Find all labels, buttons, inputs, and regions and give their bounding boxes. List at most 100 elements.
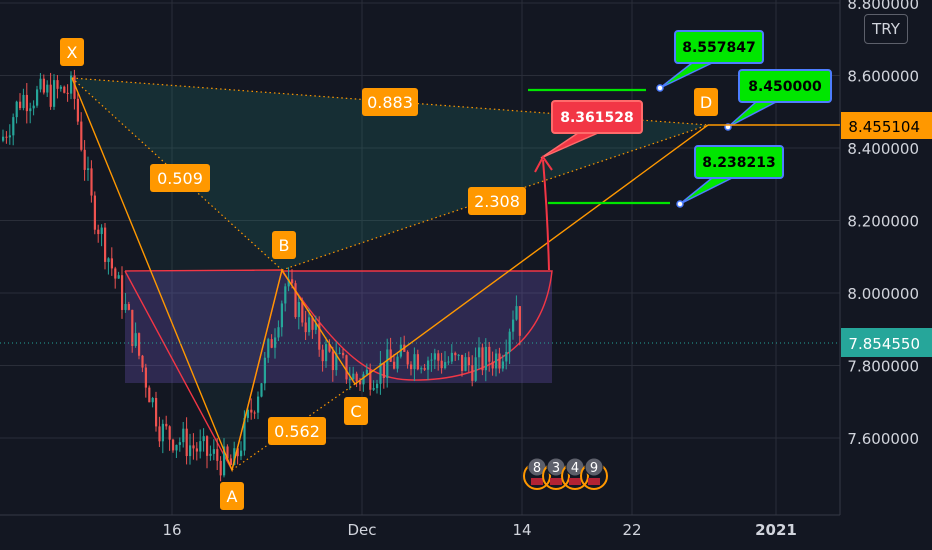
candle-body <box>331 351 334 371</box>
candle-body <box>379 363 382 384</box>
candle-body <box>195 448 198 452</box>
candle-body <box>291 279 294 284</box>
candle-body <box>433 353 436 360</box>
candle-body <box>49 84 52 107</box>
candle-body <box>70 75 73 94</box>
ratio-label-bg <box>150 164 210 192</box>
xab-triangle <box>72 78 282 470</box>
candle-body <box>263 357 266 384</box>
candle-body <box>406 351 409 365</box>
ratio-label: 0.509 <box>157 169 203 188</box>
candle-body <box>246 409 249 418</box>
last-price-tag-bg <box>841 328 932 357</box>
price-tag-d-bg <box>841 112 932 139</box>
candle-body <box>308 317 311 333</box>
candle-body <box>382 363 385 379</box>
candle-body <box>440 360 443 369</box>
callout-anchor-dot <box>656 84 664 92</box>
price-tag-d: 8.455104 <box>848 118 920 136</box>
candle-body <box>318 323 321 350</box>
candle-body <box>233 448 236 465</box>
candle-body <box>355 373 358 381</box>
pattern-point-bg <box>694 88 718 116</box>
candle-body <box>117 275 120 279</box>
price-axis-label: 7.800000 <box>847 358 919 376</box>
candle-body <box>56 80 59 89</box>
candle-body <box>253 412 256 414</box>
candle-body <box>223 446 226 476</box>
price-axis-label: 8.600000 <box>847 68 919 86</box>
candle-body <box>236 448 239 457</box>
candle-body <box>335 353 338 371</box>
candle-body <box>76 98 79 122</box>
price-axis-label: 8.000000 <box>847 285 919 303</box>
candle-body <box>172 439 175 451</box>
projection-arrow-head <box>534 155 553 173</box>
candle-body <box>274 337 277 348</box>
candle-body <box>321 349 324 362</box>
candle-body <box>314 323 317 330</box>
flag-icon <box>550 478 562 485</box>
candle-body <box>148 387 151 403</box>
candle-body <box>46 84 49 93</box>
candle-body <box>124 304 127 310</box>
price-axis-label: 7.600000 <box>847 430 919 448</box>
candle-body <box>284 286 287 304</box>
candle-body <box>100 227 103 235</box>
callout-tail <box>727 101 777 128</box>
time-axis-label: 14 <box>512 521 531 539</box>
candle-body <box>464 357 467 371</box>
candle-body <box>389 349 392 362</box>
candle-body <box>22 94 25 109</box>
price-axis: 8.800000 8.600000 8.400000 8.200000 8.000000… <box>847 0 919 448</box>
candle-body <box>32 105 35 109</box>
candle-body <box>352 373 355 380</box>
candle-body <box>168 426 171 440</box>
candle-body <box>447 361 450 363</box>
currency-button[interactable]: TRY <box>864 14 908 44</box>
candle-body <box>104 227 107 262</box>
candle-body <box>342 352 345 356</box>
time-axis-label: 16 <box>162 521 181 539</box>
candle-body <box>19 101 22 109</box>
candle-body <box>328 344 331 352</box>
candle-body <box>257 396 260 413</box>
candle-body <box>311 317 314 330</box>
candle-body <box>301 302 304 323</box>
pattern-point-bg <box>220 482 244 510</box>
ratio-label: 0.883 <box>367 93 413 112</box>
candle-body <box>287 279 290 287</box>
candle-body <box>376 383 379 389</box>
candle-body <box>512 319 515 332</box>
ratio-label: 0.562 <box>274 422 320 441</box>
candle-body <box>141 355 144 368</box>
candle-body <box>471 365 474 381</box>
candle-body <box>474 357 477 381</box>
candle-body <box>362 374 365 385</box>
flag-icon <box>569 478 581 485</box>
pattern-point-label: D <box>700 93 712 112</box>
candle-body <box>199 441 202 452</box>
candle-body <box>42 78 45 93</box>
candle-body <box>365 369 368 375</box>
candle-body <box>430 359 433 361</box>
candle-body <box>212 449 215 454</box>
candle-body <box>8 135 11 138</box>
candle-body <box>267 339 270 358</box>
candle-body <box>454 352 457 356</box>
ratio-label: 2.308 <box>474 192 520 211</box>
candle-body <box>127 304 130 310</box>
candle-body <box>359 380 362 385</box>
candle-body <box>413 354 416 370</box>
callout-box <box>674 30 764 64</box>
event-count: 8 <box>533 461 541 476</box>
candle-body <box>410 364 413 370</box>
candle-body <box>2 136 5 141</box>
cup-zone <box>125 271 552 383</box>
ratio-label-bg <box>268 417 326 445</box>
candle-body <box>151 397 154 403</box>
grid <box>0 0 840 515</box>
candle-body <box>495 353 498 369</box>
candle-body <box>73 75 76 99</box>
